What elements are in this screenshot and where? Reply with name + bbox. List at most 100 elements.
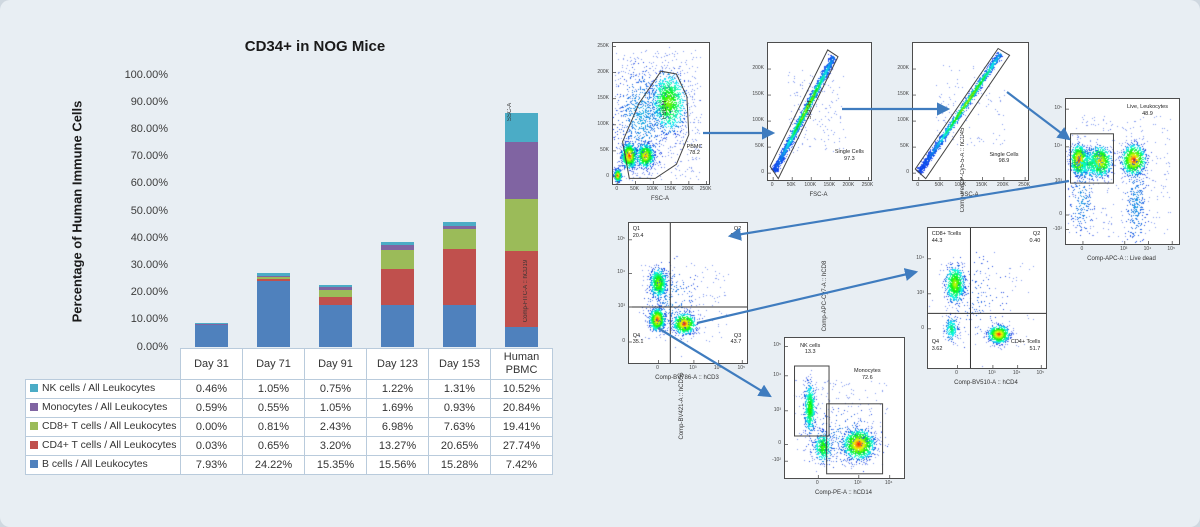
value-cell: 27.74% [490, 436, 553, 456]
value-cell: 1.31% [428, 379, 491, 399]
bar-segment [504, 198, 538, 252]
bar-segment [504, 141, 538, 199]
bar-segment [442, 249, 476, 306]
column-header: Human PBMC [490, 348, 553, 380]
bar-segment [442, 228, 476, 250]
table-row: B cells / All Leukocytes 7.93% 24.22% 15.35… [25, 455, 553, 475]
bar-segment [256, 272, 290, 276]
plot-cd19-cd3-gate-label: Q3 43.7 [730, 332, 742, 346]
plot-single-cells-ssc-y-tick: 150K [897, 91, 909, 98]
plot-cd19-cd3-y-tick: 10⁵ [617, 235, 625, 242]
plot-single-cells-ssc-x-axis-label: SSC-A [960, 192, 979, 198]
legend-swatch [30, 384, 38, 392]
plot-live-leukocytes-x-tick: 10³ [1120, 246, 1128, 252]
plot-cd8-cd4-x-tick: 10⁵ [1036, 370, 1045, 376]
bar-segment [380, 245, 414, 250]
plot-single-cells-fsc-x-tick: 150K [823, 182, 836, 188]
plot-cd56-cd14-y-tick: 10³ [773, 406, 781, 413]
plot-cd19-cd3-x-axis-label: Comp-BV786-A :: hCD3 [655, 375, 719, 381]
plot-single-cells-ssc-y-tick: 50K [900, 143, 909, 150]
value-cell: 0.75% [304, 379, 367, 399]
plot-cd19-cd3-y-tick: 10³ [617, 303, 625, 309]
plot-cd8-cd4-scatter [928, 228, 1046, 368]
chart-title: CD34+ in NOG Mice [244, 38, 386, 55]
table-row: CD8+ T cells / All Leukocytes 0.00% 0.81% 2… [25, 417, 553, 437]
plot-cd19-cd3-x-tick: 0 [656, 365, 659, 371]
bar-segment [318, 289, 352, 297]
plot-cd56-cd14-y-axis-label: Comp-BV421-A :: hCD56 [679, 372, 685, 440]
plot-live-leukocytes-y-tick: 10⁴ [1054, 142, 1062, 149]
table-row: CD4+ T cells / All Leukocytes 0.03% 0.65% 3… [25, 436, 553, 456]
legend-swatch [30, 422, 38, 430]
plot-single-cells-fsc-x-axis-label: FSC-A [809, 192, 828, 198]
plot-single-cells-ssc-x-tick: 50K [934, 182, 944, 188]
legend-cell: Monocytes / All Leukocytes [25, 398, 181, 418]
value-cell: 10.52% [490, 379, 553, 399]
plot-cd8-cd4-x-tick: 10³ [988, 370, 996, 376]
plot-single-cells-ssc-x-tick: 250K [1018, 182, 1030, 188]
y-tick-label: 70.00% [130, 150, 168, 163]
y-tick-label: 20.00% [130, 286, 168, 299]
plot-pbmc-y-tick: 50K [600, 146, 609, 153]
bar-segment [256, 277, 290, 280]
plot-single-cells-fsc-x-tick: 250K [861, 182, 874, 188]
plot-cd56-cd14-y-tick: 10⁴ [773, 371, 781, 378]
plot-single-cells-ssc-y-tick: 100K [897, 117, 909, 124]
legend-swatch [30, 403, 38, 411]
value-cell: 13.27% [366, 436, 429, 456]
bar-segment [380, 268, 414, 305]
y-tick-label: 40.00% [130, 231, 168, 244]
value-cell: 15.56% [366, 455, 429, 475]
plot-cd8-cd4-gate-label: CD4+ Tcells 51.7 [1010, 339, 1041, 352]
value-cell: 7.93% [180, 455, 243, 475]
plot-pbmc-x-tick: 200K [681, 186, 694, 192]
value-cell: 19.41% [490, 417, 553, 437]
y-tick-label: 80.00% [130, 122, 168, 135]
plot-cd56-cd14-gates [785, 345, 891, 478]
plot-cd19-cd3-y-tick: 0 [622, 338, 625, 344]
value-cell: 0.55% [242, 398, 305, 418]
plot-live-leukocytes-x-tick: 10⁵ [1167, 246, 1176, 252]
value-cell: 24.22% [242, 455, 305, 475]
legend-cell: CD4+ T cells / All Leukocytes [25, 436, 181, 456]
plot-live-leukocytes-y-tick: 0 [1059, 211, 1062, 217]
plot-single-cells-ssc-gate-label: Single Cells 98.9 [989, 151, 1019, 165]
plot-cd8-cd4-y-tick: 10⁴ [916, 254, 924, 261]
value-cell: 0.59% [180, 398, 243, 418]
y-tick-label: 100.00% [124, 68, 168, 81]
plot-pbmc-y-tick: 250K [597, 42, 609, 49]
plot-cd19-cd3-gate-label: Q4 35.1 [632, 332, 644, 346]
values-table: Day 31 Day 71 Day 91 Day 123 Day 153 Human PB… [25, 348, 553, 475]
plot-pbmc-x-tick: 50K [630, 186, 639, 192]
value-cell: 1.22% [366, 379, 429, 399]
column-header: Day 31 [180, 348, 243, 380]
legend-cell: CD8+ T cells / All Leukocytes [25, 417, 181, 437]
plot-cd8-cd4-gate-label: Q2 0.40 [1029, 231, 1041, 245]
value-cell: 2.43% [304, 417, 367, 437]
plot-pbmc [612, 42, 710, 185]
plot-cd56-cd14-x-axis-label: Comp-PE-A :: hCD14 [814, 490, 873, 496]
plot-cd8-cd4-gate-label: CD8+ Tcells 44.3 [931, 231, 962, 245]
plot-cd56-cd14-y-tick: 0 [778, 440, 781, 447]
plot-cd56-cd14-y-tick: -10² [772, 457, 781, 464]
plot-single-cells-fsc-y-tick: 150K [752, 91, 764, 98]
bar-segment [442, 222, 476, 226]
plot-cd8-cd4 [927, 227, 1047, 369]
plot-cd56-cd14-x-tick: 10³ [854, 480, 862, 486]
plot-cd56-cd14-gate-label: Monocytes 72.6 [853, 367, 881, 381]
plot-cd8-cd4-y-tick: 10³ [916, 289, 924, 296]
plot-cd8-cd4-gate-label: Q4 3.62 [931, 339, 943, 352]
bar-segment [442, 225, 476, 229]
plot-single-cells-ssc-x-tick: 0 [916, 182, 920, 188]
column-header: Day 153 [428, 348, 491, 380]
bar-segment [256, 275, 290, 278]
plot-live-leukocytes-y-tick: 10³ [1054, 177, 1062, 184]
plot-cd19-cd3-x-tick: 10⁴ [713, 365, 722, 371]
plot-single-cells-fsc-gate-label: Single Cells 97.3 [834, 148, 864, 162]
plot-pbmc-y-tick: 150K [597, 94, 609, 101]
plot-cd56-cd14-gate-label: NK cells 13.3 [800, 342, 821, 356]
bar-segment [256, 281, 290, 347]
plot-single-cells-ssc-y-axis-label: SSC-H [807, 100, 813, 119]
plot-single-cells-ssc-y-tick: 0 [906, 169, 909, 176]
value-cell: 7.42% [490, 455, 553, 475]
